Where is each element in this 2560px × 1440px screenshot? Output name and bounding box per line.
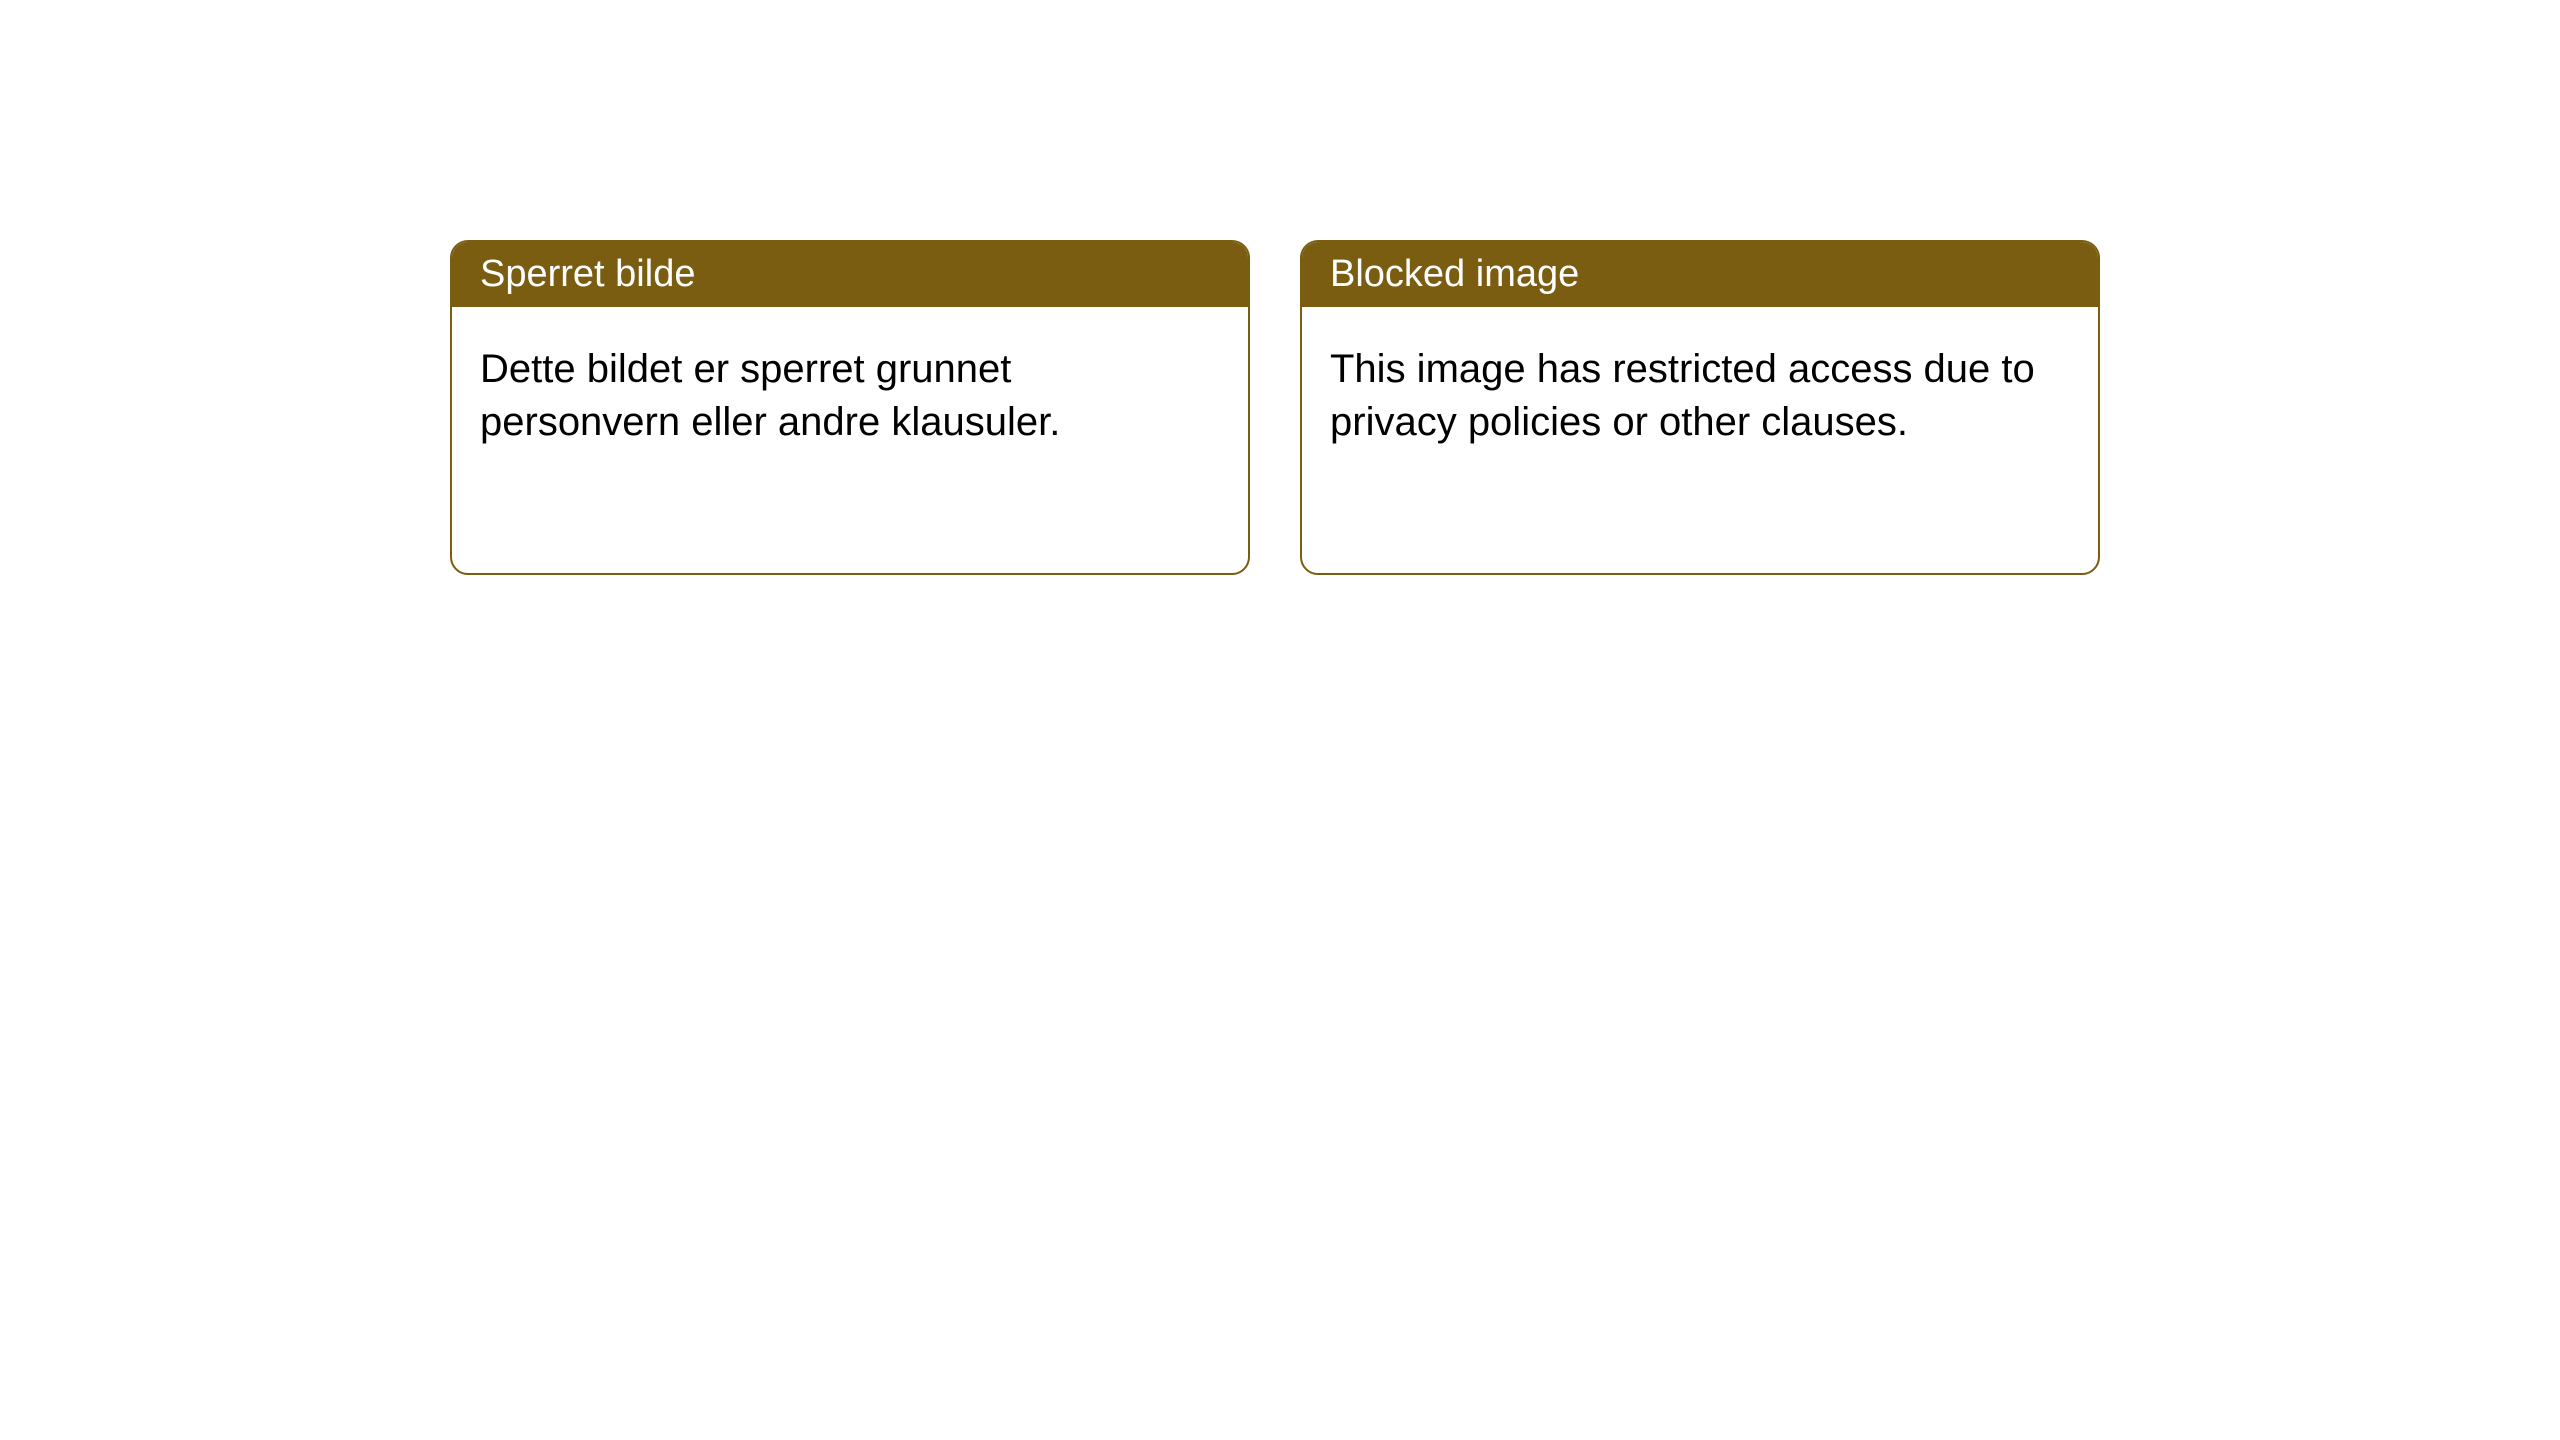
card-body: This image has restricted access due to …	[1302, 307, 2098, 485]
notice-card-english: Blocked image This image has restricted …	[1300, 240, 2100, 575]
card-header: Blocked image	[1302, 242, 2098, 307]
card-title: Sperret bilde	[480, 253, 695, 295]
card-header: Sperret bilde	[452, 242, 1248, 307]
card-title: Blocked image	[1330, 253, 1579, 295]
card-body-text: Dette bildet er sperret grunnet personve…	[480, 347, 1060, 444]
notice-cards-container: Sperret bilde Dette bildet er sperret gr…	[450, 240, 2100, 575]
card-body-text: This image has restricted access due to …	[1330, 347, 2035, 444]
card-body: Dette bildet er sperret grunnet personve…	[452, 307, 1248, 485]
notice-card-norwegian: Sperret bilde Dette bildet er sperret gr…	[450, 240, 1250, 575]
